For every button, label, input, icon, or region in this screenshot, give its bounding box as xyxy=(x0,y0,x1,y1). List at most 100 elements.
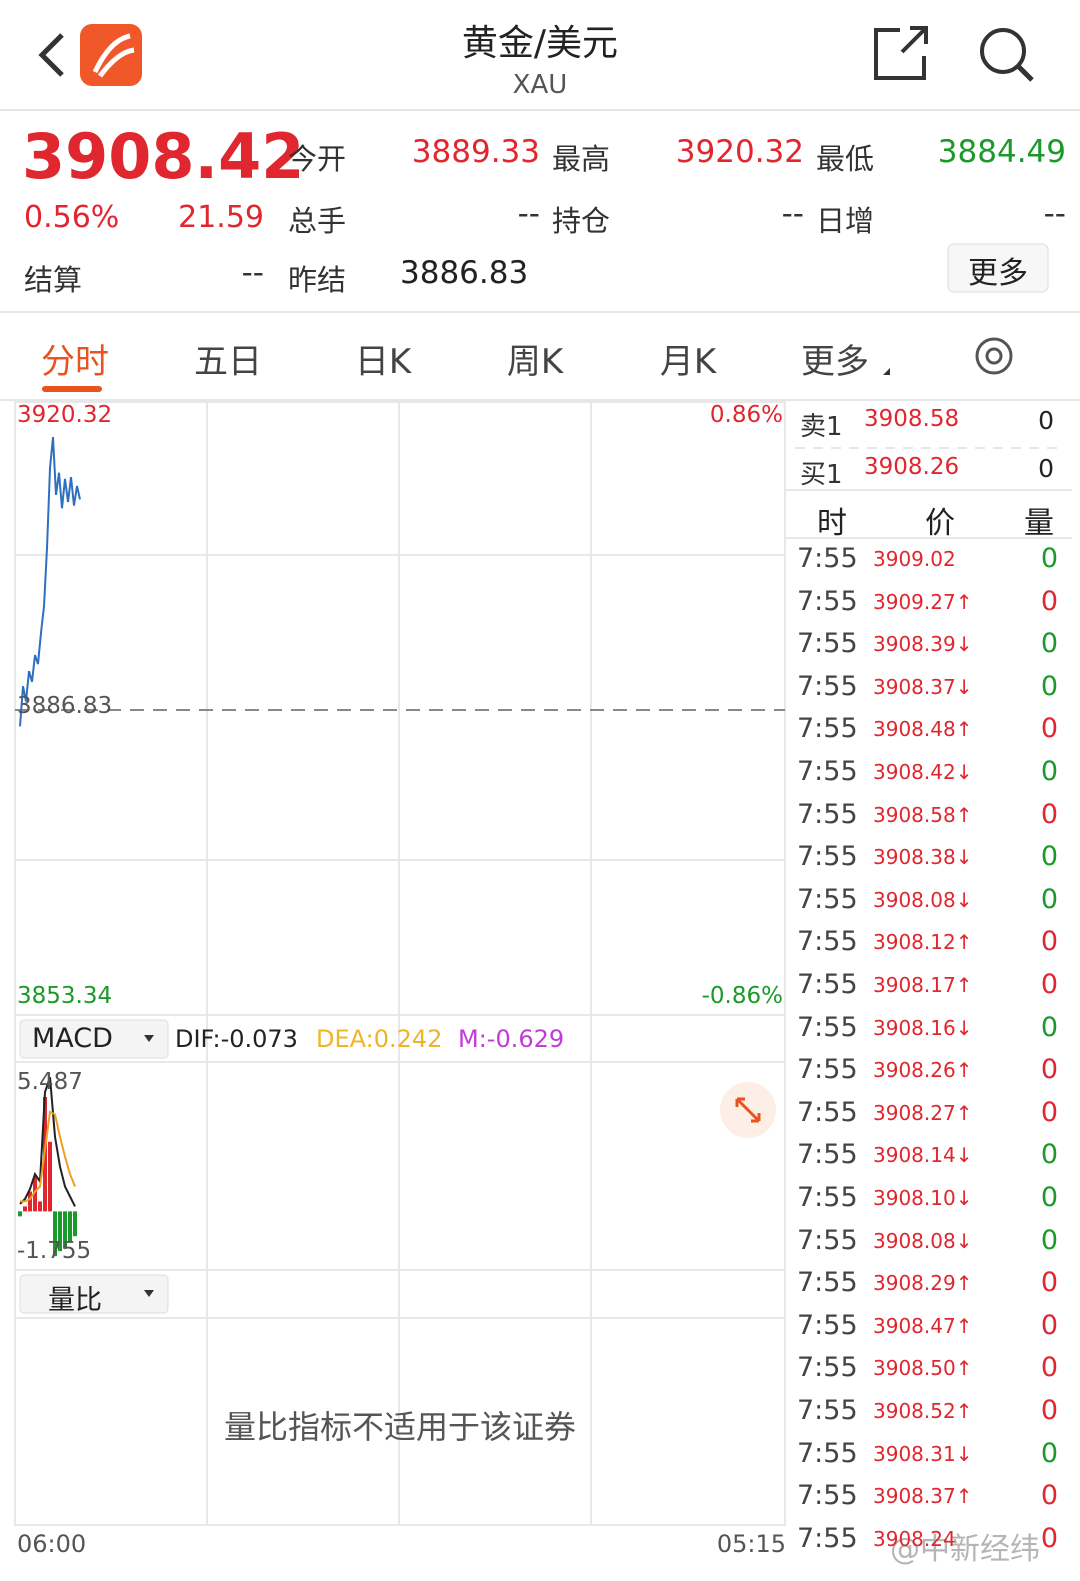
last-price: 3908.42 xyxy=(22,120,305,193)
trade-time: 7:55 xyxy=(797,1096,858,1128)
field-label: 总手 xyxy=(288,204,347,238)
trade-time: 7:55 xyxy=(797,1267,858,1299)
trade-time: 7:55 xyxy=(797,713,858,745)
macd-top-label: 5.487 xyxy=(17,1069,83,1095)
watermark: @中新经纬 xyxy=(890,1532,1040,1567)
field-value: 3884.49 xyxy=(937,134,1066,170)
trade-volume: 0 xyxy=(1040,1480,1058,1512)
trade-volume: 0 xyxy=(1040,1267,1058,1299)
trade-price: 3908.52↑ xyxy=(873,1399,973,1423)
book-volume: 0 xyxy=(1038,406,1054,435)
field-value: -- xyxy=(241,255,264,291)
trade-price: 3908.58↑ xyxy=(873,802,973,827)
trade-price: 3908.08↓ xyxy=(873,887,973,912)
trade-time: 7:55 xyxy=(797,670,858,702)
more-label[interactable]: 更多 xyxy=(968,256,1028,291)
trade-volume: 0 xyxy=(1040,1139,1058,1171)
back-button[interactable] xyxy=(38,33,64,77)
macd-bar xyxy=(38,1201,42,1212)
trade-time: 7:55 xyxy=(797,756,858,787)
trade-volume: 0 xyxy=(1040,585,1058,617)
volume-ratio-selector[interactable] xyxy=(19,1274,169,1314)
field-value: 3886.83 xyxy=(400,255,529,291)
macd-bar xyxy=(18,1211,22,1217)
trade-time: 7:55 xyxy=(797,1480,858,1512)
trade-price: 3908.31↓ xyxy=(873,1441,973,1466)
volume-ratio-selector-label[interactable]: 量比 xyxy=(48,1285,102,1316)
x-start-label: 06:00 xyxy=(17,1530,87,1558)
trade-time: 7:55 xyxy=(797,926,858,958)
tab[interactable]: 周K xyxy=(506,342,564,382)
macd-selector[interactable] xyxy=(19,1019,169,1059)
search-button[interactable] xyxy=(980,28,1034,82)
trade-volume: 0 xyxy=(1040,1437,1058,1469)
tab[interactable]: 日K xyxy=(354,342,412,382)
trade-price: 3908.27↑ xyxy=(873,1100,973,1125)
macd-bar xyxy=(53,1211,57,1257)
trade-time: 7:55 xyxy=(797,1395,858,1426)
field-label: 持仓 xyxy=(552,204,611,238)
trade-time: 7:55 xyxy=(797,1139,858,1171)
trade-volume: 0 xyxy=(1040,1309,1058,1341)
change-pct: 0.56% xyxy=(24,200,120,235)
trade-price: 3908.38↓ xyxy=(873,845,973,870)
trade-price: 3908.12↑ xyxy=(873,930,973,955)
trade-volume: 0 xyxy=(1040,1054,1058,1086)
trade-volume: 0 xyxy=(1040,1224,1058,1256)
trade-volume: 0 xyxy=(1040,543,1058,574)
trade-price: 3908.08↓ xyxy=(873,1228,973,1253)
book-volume: 0 xyxy=(1038,454,1054,483)
trade-price: 3908.37↓ xyxy=(873,674,973,699)
macd-bar xyxy=(58,1211,62,1252)
trade-volume: 0 xyxy=(1040,1011,1058,1043)
trade-price: 3908.16↓ xyxy=(873,1015,973,1040)
trade-price: 3908.42↓ xyxy=(873,760,973,784)
trade-time: 7:55 xyxy=(797,543,858,574)
tab[interactable]: 分时 xyxy=(41,342,109,382)
field-label: 最高 xyxy=(552,142,611,176)
macd-bar xyxy=(28,1191,32,1212)
field-label: 最低 xyxy=(816,142,875,176)
tab[interactable]: 更多 xyxy=(801,342,869,382)
more-button[interactable] xyxy=(947,243,1049,293)
field-label: 日增 xyxy=(816,204,875,238)
tab[interactable]: 五日 xyxy=(194,342,262,382)
trade-volume: 0 xyxy=(1040,628,1058,660)
dropdown-icon xyxy=(883,368,890,375)
tab-indicator xyxy=(42,386,102,392)
trade-header: 时 xyxy=(817,506,847,541)
trade-time: 7:55 xyxy=(797,585,858,617)
book-price: 3908.26 xyxy=(864,454,960,480)
expand-button[interactable] xyxy=(720,1082,776,1138)
trade-volume: 0 xyxy=(1040,1182,1058,1213)
macd-selector-label[interactable]: MACD xyxy=(32,1023,113,1054)
trade-price: 3908.39↓ xyxy=(873,632,973,657)
trade-price: 3908.37↑ xyxy=(873,1484,973,1509)
field-label: 今开 xyxy=(288,142,347,176)
trade-price: 3908.17↑ xyxy=(873,973,973,997)
settings-button[interactable] xyxy=(975,337,1013,375)
trade-volume: 0 xyxy=(1040,926,1058,958)
trade-volume: 0 xyxy=(1040,841,1058,873)
macd-bar xyxy=(23,1206,27,1212)
dea-label: DEA:0.242 xyxy=(316,1025,443,1053)
macd-bar xyxy=(73,1211,77,1237)
field-value: -- xyxy=(781,196,804,232)
trade-time: 7:55 xyxy=(797,1182,858,1213)
field-label: 昨结 xyxy=(288,263,347,297)
share-button[interactable] xyxy=(874,26,928,80)
trade-volume: 0 xyxy=(1040,1352,1058,1384)
trade-time: 7:55 xyxy=(797,883,858,915)
y-ref-label: 3886.83 xyxy=(17,693,113,719)
chart-frame xyxy=(14,401,1072,1526)
trade-price: 3908.50↑ xyxy=(873,1356,973,1381)
dif-label: DIF:-0.073 xyxy=(175,1025,298,1053)
trade-volume: 0 xyxy=(1040,670,1058,702)
trade-price: 3908.29↑ xyxy=(873,1271,973,1296)
book-price: 3908.58 xyxy=(864,406,960,432)
trade-price: 3909.27↑ xyxy=(873,589,973,614)
tab[interactable]: 月K xyxy=(659,342,717,382)
change: 21.59 xyxy=(178,200,264,235)
